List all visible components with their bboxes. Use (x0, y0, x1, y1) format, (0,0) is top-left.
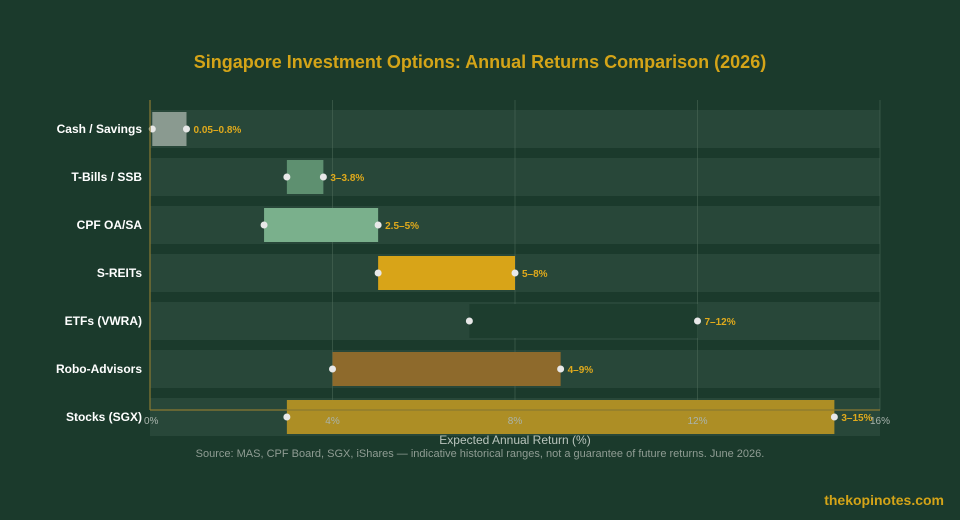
range-low-dot (283, 173, 291, 181)
category-label: Stocks (SGX) (66, 410, 142, 424)
value-label: 0.05–0.8% (194, 125, 242, 136)
category-label: S-REITs (97, 266, 142, 280)
value-label: 2.5–5% (385, 221, 419, 232)
value-label: 7–12% (705, 317, 736, 328)
x-axis-label: Expected Annual Return (%) (439, 433, 591, 447)
range-low-dot (374, 269, 382, 277)
x-tick-label: 4% (325, 416, 340, 427)
range-bar[interactable] (286, 400, 835, 434)
category-label: CPF OA/SA (77, 218, 143, 232)
category-label: Robo-Advisors (56, 362, 142, 376)
range-high-dot (374, 221, 382, 229)
chart-title: Singapore Investment Options: Annual Ret… (193, 52, 767, 72)
range-high-dot (183, 125, 190, 133)
category-label: ETFs (VWRA) (65, 314, 142, 328)
range-low-dot (465, 317, 473, 325)
range-high-dot (694, 317, 701, 325)
category-label: Cash / Savings (57, 122, 143, 136)
value-label: 3–15% (841, 413, 872, 424)
range-high-dot (830, 413, 838, 421)
source-note: Source: MAS, CPF Board, SGX, iShares — i… (195, 448, 765, 460)
range-high-dot (557, 365, 565, 373)
x-tick-label: 12% (687, 416, 707, 427)
range-low-dot (329, 365, 336, 373)
x-tick-label: 16% (870, 416, 890, 427)
range-low-dot (283, 413, 291, 421)
range-bar[interactable] (332, 352, 561, 386)
brand-link[interactable]: thekopinotes.com (824, 492, 944, 508)
range-bar[interactable] (264, 208, 379, 242)
category-label: T-Bills / SSB (71, 170, 142, 184)
range-high-dot (319, 173, 327, 181)
x-tick-label: 8% (508, 416, 523, 427)
range-low-dot (260, 221, 268, 229)
value-label: 4–9% (568, 365, 594, 376)
range-bar[interactable] (469, 304, 698, 338)
value-label: 3–3.8% (330, 173, 364, 184)
x-tick-label: 0% (144, 416, 159, 427)
range-bar[interactable] (378, 256, 515, 290)
range-bar[interactable] (286, 160, 324, 194)
range-bar[interactable] (152, 112, 187, 146)
range-high-dot (511, 269, 519, 277)
value-label: 5–8% (522, 269, 548, 280)
